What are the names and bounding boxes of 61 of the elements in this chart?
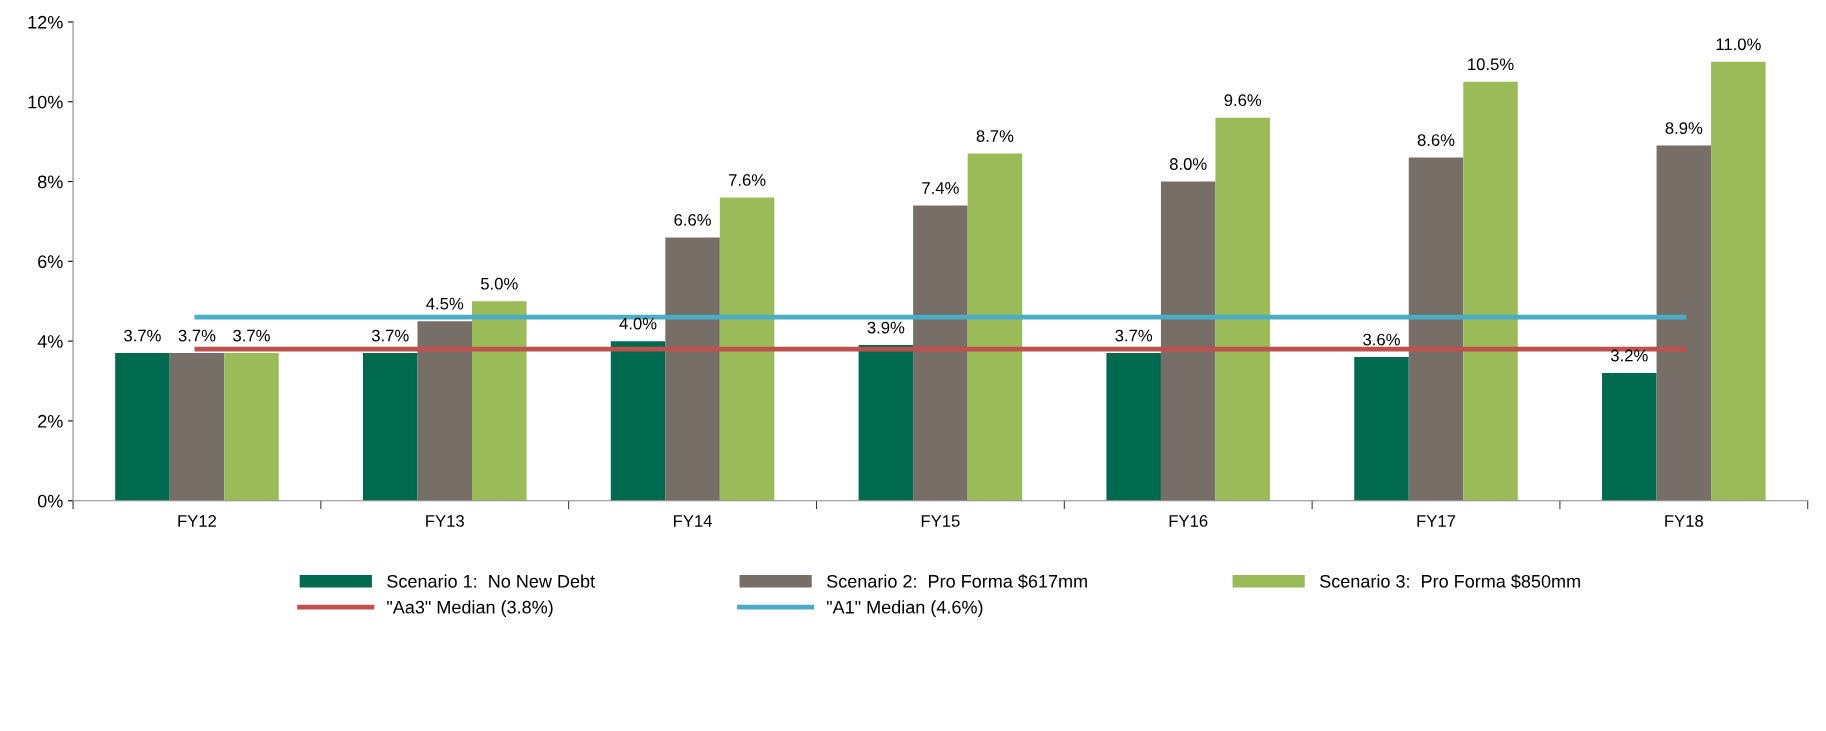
data-label: 3.7% — [1115, 329, 1153, 342]
bar — [1602, 373, 1657, 501]
data-label: 4.0% — [619, 317, 657, 330]
data-label: 8.0% — [1169, 158, 1207, 170]
y-tick-label: 0% — [37, 494, 63, 508]
data-label: 3.9% — [867, 321, 905, 334]
data-label: 3.7% — [371, 329, 409, 342]
y-tick-label: 2% — [38, 414, 63, 428]
bar — [1711, 61, 1766, 501]
x-tick-label: FY16 — [1169, 515, 1208, 527]
legend-label: "A1" Median (4.6%) — [826, 600, 983, 618]
bar — [1160, 181, 1216, 501]
bar — [1354, 357, 1409, 501]
bar — [1408, 157, 1464, 501]
bar — [1463, 81, 1518, 501]
bar — [913, 205, 968, 501]
data-label: 7.6% — [728, 174, 766, 186]
data-label: 4.5% — [426, 297, 464, 310]
legend-label: Scenario 2: Pro Forma $617mm — [827, 574, 1087, 589]
y-tick-label: 4% — [37, 335, 63, 348]
bar — [472, 301, 527, 501]
bar — [1106, 353, 1161, 501]
data-label: 9.6% — [1224, 94, 1262, 107]
x-tick-label: FY17 — [1417, 515, 1456, 527]
bar — [1656, 145, 1712, 501]
bar — [967, 153, 1023, 501]
y-tick-label: 8% — [38, 175, 63, 189]
data-label: 3.2% — [1610, 349, 1648, 362]
data-label: 8.9% — [1665, 122, 1703, 134]
bar — [665, 237, 720, 501]
x-tick-label: FY14 — [674, 515, 713, 527]
data-label: 3.6% — [1363, 333, 1400, 346]
y-tick-label: 6% — [38, 255, 63, 269]
bar — [719, 197, 775, 501]
data-label: 8.6% — [1417, 134, 1455, 146]
x-tick-label: FY13 — [426, 515, 464, 527]
bar — [169, 353, 225, 501]
bar — [362, 353, 418, 501]
legend-label: "Aa3" Median (3.8%) — [387, 600, 553, 618]
data-label: 5.0% — [480, 277, 518, 290]
y-tick-label: 10% — [28, 95, 63, 109]
legend-label: Scenario 1: No New Debt — [387, 574, 595, 588]
legend-label: Scenario 3: Pro Forma $850mm — [1320, 574, 1580, 589]
data-label: 7.4% — [922, 182, 959, 194]
data-label: 3.7% — [178, 329, 216, 342]
bar — [610, 341, 666, 501]
bar — [417, 321, 473, 501]
bar — [224, 353, 279, 501]
bar — [858, 345, 914, 501]
x-tick-label: FY15 — [921, 515, 960, 527]
y-tick-label: 12% — [28, 15, 63, 29]
data-label: 3.7% — [124, 329, 161, 342]
data-label: 11.0% — [1716, 38, 1761, 51]
data-label: 8.7% — [976, 130, 1014, 142]
data-label: 10.5% — [1468, 58, 1514, 71]
bar — [1215, 117, 1270, 501]
x-tick-label: FY12 — [178, 515, 217, 527]
data-label: 6.6% — [674, 213, 711, 226]
x-tick-label: FY18 — [1665, 515, 1704, 527]
data-label: 3.7% — [233, 329, 270, 342]
bar — [115, 353, 170, 501]
